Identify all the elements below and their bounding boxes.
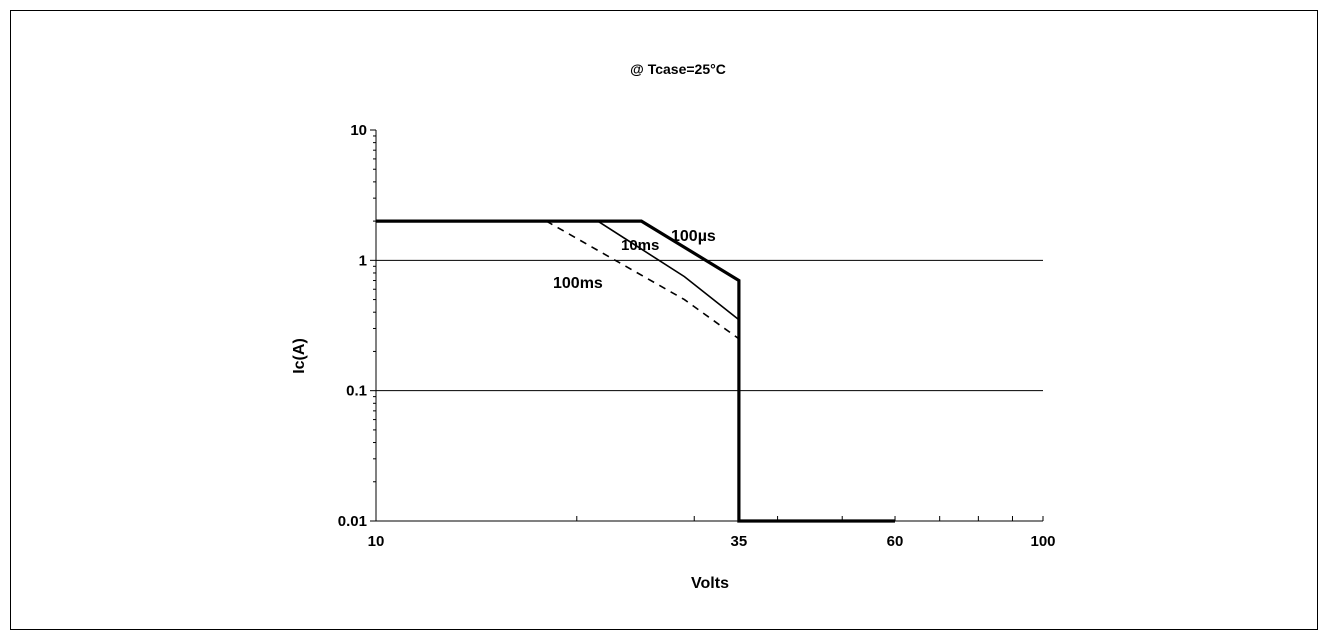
y-tick-label: 1 [359, 252, 367, 269]
series-line-1 [376, 220, 740, 321]
x-axis-label: Volts [691, 575, 729, 592]
y-tick-label: 10 [350, 122, 367, 139]
series-line-0 [376, 219, 895, 523]
y-tick-label: 0.01 [338, 513, 367, 530]
y-tick-label: 0.1 [346, 383, 367, 400]
x-tick-label: 10 [368, 533, 385, 550]
axes [375, 130, 1043, 522]
x-tick-label: 35 [731, 533, 748, 550]
series-group [376, 219, 895, 523]
gridlines [376, 259, 1043, 392]
x-tick-label: 100 [1030, 533, 1055, 550]
x-tick-label: 60 [887, 533, 904, 550]
chart-title: @ Tcase=25°C [630, 61, 726, 77]
annotation-100us: 100µs [671, 228, 716, 245]
series-line-2 [545, 220, 740, 340]
annotation-100ms: 100ms [553, 275, 603, 292]
y-axis-label: Ic(A) [291, 338, 308, 374]
annotation-10ms: 10ms [621, 237, 659, 254]
